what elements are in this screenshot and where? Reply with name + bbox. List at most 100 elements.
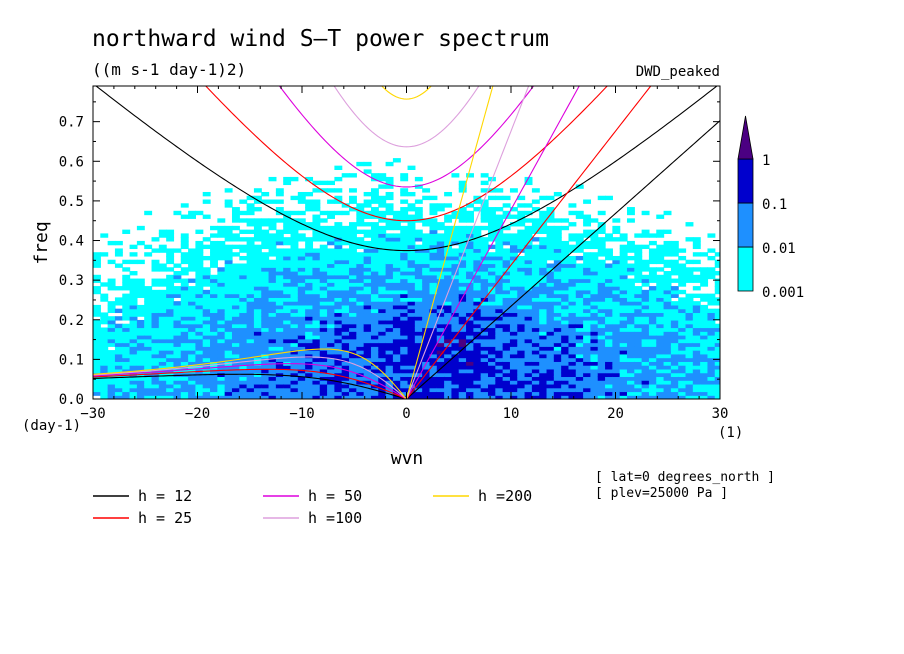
heatmap-cell	[107, 350, 116, 355]
heatmap-cell	[129, 286, 138, 291]
heatmap-cell	[553, 342, 562, 347]
heatmap-cell	[407, 207, 416, 212]
heatmap-cell	[619, 365, 628, 370]
heatmap-cell	[707, 255, 716, 261]
heatmap-cell	[451, 319, 460, 325]
heatmap-cell	[312, 391, 321, 396]
heatmap-cell	[356, 293, 365, 298]
heatmap-cell	[319, 327, 328, 332]
heatmap-cell	[224, 304, 233, 310]
heatmap-cell	[173, 387, 182, 393]
heatmap-cell	[341, 335, 350, 340]
heatmap-cell	[444, 274, 453, 280]
heatmap-cell	[290, 293, 299, 298]
heatmap-cell	[488, 255, 496, 261]
heatmap-cell	[692, 278, 701, 283]
heatmap-cell	[692, 372, 701, 378]
heatmap-cell	[436, 383, 445, 389]
heatmap-cell	[678, 319, 687, 325]
heatmap-cell	[341, 312, 350, 317]
heatmap-cell	[275, 338, 284, 344]
heatmap-cell	[144, 353, 153, 359]
heatmap-cell	[363, 233, 372, 238]
heatmap-cell	[714, 342, 720, 347]
heatmap-cell	[217, 255, 226, 261]
heatmap-cell	[568, 361, 577, 366]
heatmap-cell	[290, 380, 299, 385]
heatmap-cell	[561, 271, 570, 276]
heatmap-cell	[429, 338, 438, 344]
heatmap-cell	[144, 338, 153, 344]
heatmap-cell	[488, 210, 496, 216]
heatmap-cell	[378, 376, 387, 381]
heatmap-cell	[605, 372, 613, 378]
heatmap-cell	[685, 338, 694, 344]
heatmap-cell	[619, 301, 628, 306]
heatmap-cell	[341, 342, 350, 347]
heatmap-cell	[195, 293, 204, 298]
heatmap-cell	[568, 353, 577, 359]
heatmap-cell	[341, 331, 350, 336]
heatmap-cell	[136, 327, 145, 332]
heatmap-cell	[407, 255, 416, 261]
heatmap-cell	[480, 323, 489, 329]
heatmap-cell	[202, 365, 211, 370]
heatmap-cell	[473, 301, 482, 306]
heatmap-cell	[436, 387, 445, 393]
heatmap-cell	[268, 387, 277, 393]
heatmap-cell	[488, 188, 496, 193]
heatmap-cell	[444, 282, 453, 287]
heatmap-cell	[619, 274, 628, 280]
heatmap-cell	[685, 327, 694, 332]
heatmap-cell	[502, 372, 511, 378]
heatmap-cell	[685, 222, 694, 227]
heatmap-cell	[583, 301, 592, 306]
heatmap-cell	[509, 342, 518, 347]
heatmap-cell	[561, 301, 570, 306]
heatmap-cell	[495, 195, 504, 201]
heatmap-cell	[466, 203, 474, 208]
colorbar-level-label: 0.001	[762, 285, 804, 301]
heatmap-cell	[166, 304, 175, 310]
heatmap-cell	[656, 357, 665, 362]
heatmap-cell	[312, 346, 321, 351]
heatmap-cell	[100, 316, 109, 321]
heatmap-cell	[363, 327, 372, 332]
heatmap-cell	[407, 335, 416, 340]
heatmap-cell	[429, 237, 438, 242]
dispersion-curves	[93, 86, 720, 399]
heatmap-cell	[231, 237, 240, 242]
heatmap-cell	[444, 271, 453, 276]
heatmap-cell	[670, 365, 679, 370]
heatmap-cell	[253, 188, 262, 193]
heatmap-cell	[100, 293, 109, 298]
heatmap-cell	[312, 383, 321, 389]
heatmap-cell	[648, 304, 657, 310]
heatmap-cell	[261, 316, 270, 321]
heatmap-cell	[619, 338, 628, 344]
heatmap-cell	[253, 225, 262, 231]
heatmap-cell	[327, 331, 335, 336]
heatmap-cell	[429, 319, 438, 325]
heatmap-cell	[473, 365, 482, 370]
y-tick-label: 0.5	[59, 194, 84, 210]
heatmap-cell	[568, 301, 577, 306]
heatmap-cell	[370, 338, 379, 344]
heatmap-cell	[327, 259, 335, 265]
heatmap-cell	[400, 237, 409, 242]
heatmap-cell	[583, 395, 592, 399]
heatmap-cell	[509, 271, 518, 276]
heatmap-cell	[436, 203, 445, 208]
heatmap-cell	[217, 297, 226, 302]
heatmap-cell	[488, 338, 496, 344]
heatmap-cell	[290, 376, 299, 381]
heatmap-cell	[180, 323, 189, 329]
heatmap-cell	[136, 331, 145, 336]
heatmap-cell	[553, 361, 562, 366]
heatmap-cell	[217, 387, 226, 393]
heatmap-cell	[422, 274, 431, 280]
heatmap-cell	[568, 289, 577, 295]
heatmap-cell	[546, 297, 555, 302]
heatmap-cell	[114, 301, 123, 306]
heatmap-cell	[436, 395, 445, 399]
